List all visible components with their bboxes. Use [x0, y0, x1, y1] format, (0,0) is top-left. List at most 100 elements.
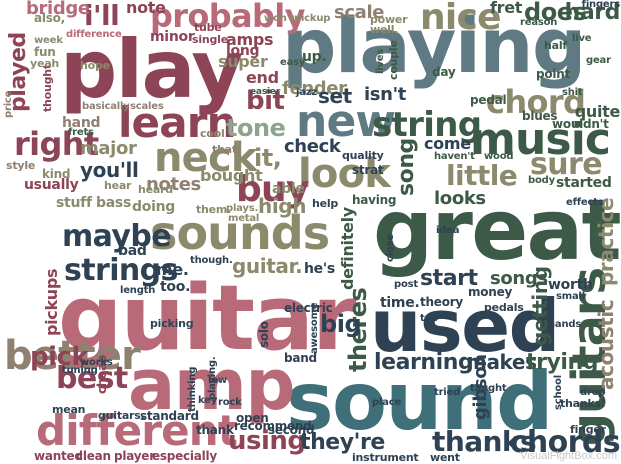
cloud-word-start: start [420, 266, 478, 291]
cloud-word-acoustic: acoustic [594, 299, 618, 390]
cloud-word-trying: trying [526, 350, 599, 375]
cloud-word-string: string [372, 105, 482, 145]
cloud-word-well: well. [370, 23, 399, 36]
cloud-word-note: note [126, 0, 166, 17]
cloud-word-notes: notes [146, 174, 201, 195]
cloud-word-look: look [298, 151, 391, 197]
cloud-word-pickup: pickup [294, 13, 331, 24]
cloud-word-that: that. [212, 143, 241, 156]
cloud-word-better: better [4, 333, 141, 379]
cloud-word-long: long [226, 43, 260, 59]
cloud-word-couple: couple [387, 40, 400, 80]
cloud-word-me: me. [156, 260, 189, 279]
cloud-word-bit: bit [246, 86, 285, 116]
cloud-word-solo: solo [257, 321, 271, 348]
cloud-word-thanks-bang: thanks! [560, 397, 606, 410]
cloud-word-drop: drop [580, 387, 606, 398]
cloud-word-second: second [268, 423, 315, 437]
cloud-word-thank: thank [196, 423, 234, 437]
cloud-word-them: them. [196, 203, 232, 216]
cloud-word-fun: fun [34, 45, 56, 59]
cloud-word-thought: thought [41, 64, 54, 112]
cloud-word-right: right [14, 125, 99, 163]
cloud-word-strat: strat [352, 163, 384, 177]
cloud-word-length: length [120, 285, 156, 296]
cloud-word-effects: effects [566, 197, 604, 208]
cloud-word-taught: taught [470, 383, 507, 394]
cloud-word-picking: picking [150, 317, 194, 330]
cloud-word-hope: hope [80, 59, 110, 72]
cloud-word-power: power [370, 13, 408, 26]
cloud-word-player: player [114, 449, 155, 463]
cloud-word-point: point [536, 67, 571, 81]
cloud-word-style: style [6, 159, 36, 172]
cloud-word-amp: amp [128, 344, 295, 426]
cloud-word-post: post [394, 279, 418, 290]
cloud-word-probably: probably [150, 0, 305, 35]
cloud-word-bass: bass [96, 195, 132, 211]
cloud-word-wanted: wanted [34, 449, 83, 463]
cloud-word-learn: learn [118, 98, 236, 147]
cloud-word-though: though. [190, 255, 233, 266]
cloud-word-high: high [258, 194, 307, 218]
cloud-word-yeah: yeah [30, 57, 60, 70]
cloud-word-idea: idea [436, 225, 460, 236]
cloud-word-also: also, [34, 11, 65, 25]
cloud-word-new: new [296, 96, 396, 147]
cloud-word-able: able [272, 181, 305, 197]
cloud-word-stuff: stuff [56, 195, 92, 211]
cloud-word-mean: mean [52, 403, 86, 416]
cloud-word-major: major [80, 138, 137, 159]
cloud-word-time: time. [380, 295, 420, 311]
cloud-word-neck: neck [154, 135, 258, 181]
cloud-word-frets: frets [68, 127, 94, 138]
cloud-word-single: single [192, 33, 228, 46]
cloud-word-having: having [352, 193, 397, 207]
cloud-word-fret: fret [490, 0, 523, 17]
cloud-word-looks: looks [434, 188, 486, 209]
cloud-word-thanks: thanks [432, 425, 537, 458]
cloud-word-chords: chords [509, 425, 621, 460]
cloud-word-day: day [432, 65, 456, 79]
cloud-word-tab: tab [420, 313, 439, 324]
cloud-word-plays: plays. [226, 203, 259, 214]
cloud-word-big: big [320, 310, 362, 338]
cloud-word-standard: standard [140, 409, 199, 423]
cloud-word-does: does [524, 0, 587, 26]
cloud-word-kind: kind [42, 167, 71, 181]
cloud-word-scales: scales [130, 101, 164, 112]
cloud-word-finger: finger [570, 423, 606, 436]
cloud-word-doing: doing [132, 199, 176, 215]
cloud-word-theory: theory [420, 295, 463, 309]
cloud-word-tuning: tuning [62, 365, 98, 376]
cloud-word-minor: minor [150, 29, 195, 45]
cloud-word-getting: getting [528, 266, 552, 346]
cloud-word-quality: quality [342, 149, 384, 162]
cloud-word-practice: practice [594, 197, 618, 286]
cloud-word-tone: tone [226, 114, 286, 142]
cloud-word-place: place [372, 397, 402, 408]
cloud-word-pickups: pickups [42, 268, 61, 336]
cloud-word-sound: sound [286, 355, 553, 448]
cloud-word-band: band [284, 351, 317, 365]
cloud-word-he-s: he's [304, 261, 335, 277]
cloud-word-fender: fender [282, 78, 347, 99]
cloud-word-worth: worth [548, 277, 593, 293]
cloud-word-guitars-dot: guitars. [98, 409, 145, 422]
cloud-word-hands: hands [548, 319, 582, 330]
cloud-word-amps: amps [226, 30, 274, 49]
cloud-word-set: set [318, 84, 352, 108]
cloud-word-sure: sure [530, 147, 603, 182]
cloud-word-different: different [36, 406, 238, 455]
cloud-word-using: using [228, 426, 306, 456]
cloud-word-check: check [284, 136, 341, 157]
cloud-word-bought: bought [200, 166, 263, 185]
cloud-word-went: went [430, 451, 460, 464]
cloud-word-recommend: recommend [234, 419, 312, 433]
cloud-word-hand: hand [62, 115, 101, 131]
cloud-word-blues: blues [522, 109, 558, 123]
cloud-word-chord: chord [486, 83, 586, 121]
cloud-word-scale: scale [334, 2, 385, 23]
cloud-word-clean: clean [76, 449, 111, 463]
cloud-word-maybe: maybe [62, 219, 172, 254]
